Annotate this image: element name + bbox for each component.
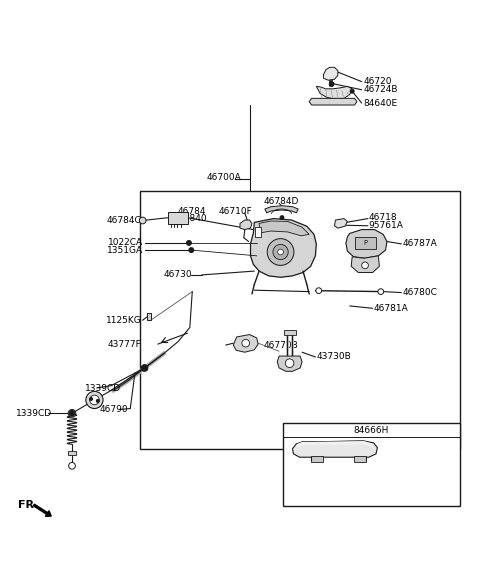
Bar bbox=[68, 450, 76, 455]
Polygon shape bbox=[335, 219, 348, 228]
Text: 43730B: 43730B bbox=[316, 352, 351, 362]
Circle shape bbox=[316, 288, 322, 293]
Circle shape bbox=[90, 397, 93, 400]
Text: 46710F: 46710F bbox=[218, 208, 252, 216]
Polygon shape bbox=[316, 86, 352, 99]
Bar bbox=[283, 423, 459, 506]
Circle shape bbox=[69, 462, 75, 469]
Circle shape bbox=[362, 262, 368, 269]
Bar bbox=[311, 456, 323, 462]
Text: 84640E: 84640E bbox=[363, 99, 397, 108]
Circle shape bbox=[378, 289, 384, 295]
Polygon shape bbox=[296, 441, 373, 447]
Circle shape bbox=[96, 399, 99, 402]
Text: 46770B: 46770B bbox=[264, 340, 299, 349]
Bar bbox=[354, 456, 365, 462]
Text: 1339CD: 1339CD bbox=[16, 409, 52, 418]
Polygon shape bbox=[240, 220, 252, 229]
Bar bbox=[168, 212, 188, 224]
Text: 46784: 46784 bbox=[178, 208, 206, 216]
Circle shape bbox=[141, 365, 148, 371]
Polygon shape bbox=[233, 335, 258, 352]
Text: 95840: 95840 bbox=[178, 214, 206, 223]
Text: 46790: 46790 bbox=[99, 405, 128, 414]
Circle shape bbox=[189, 248, 194, 252]
Text: 46730: 46730 bbox=[164, 270, 192, 279]
Circle shape bbox=[330, 82, 334, 86]
Circle shape bbox=[278, 249, 283, 255]
Text: 46720: 46720 bbox=[363, 77, 392, 86]
Circle shape bbox=[69, 410, 75, 416]
Polygon shape bbox=[309, 98, 357, 105]
Circle shape bbox=[68, 409, 76, 417]
Text: 46718: 46718 bbox=[369, 213, 397, 222]
Circle shape bbox=[90, 395, 99, 405]
Text: 46781A: 46781A bbox=[373, 304, 408, 313]
Bar bbox=[355, 237, 376, 249]
Circle shape bbox=[273, 245, 288, 260]
Circle shape bbox=[187, 240, 192, 245]
Bar bbox=[140, 192, 459, 449]
Polygon shape bbox=[351, 256, 379, 272]
Text: 46700A: 46700A bbox=[206, 173, 241, 182]
Polygon shape bbox=[346, 229, 387, 258]
Circle shape bbox=[350, 89, 354, 93]
Polygon shape bbox=[292, 441, 377, 457]
Circle shape bbox=[280, 216, 284, 219]
Bar bbox=[147, 313, 151, 320]
Circle shape bbox=[86, 392, 103, 409]
Text: 46724B: 46724B bbox=[363, 85, 397, 94]
Text: 43777F: 43777F bbox=[108, 340, 141, 349]
Text: 46780C: 46780C bbox=[402, 288, 437, 297]
Text: 1351GA: 1351GA bbox=[107, 246, 143, 255]
Circle shape bbox=[142, 365, 147, 371]
Bar bbox=[284, 330, 296, 335]
Text: 1022CA: 1022CA bbox=[108, 239, 143, 248]
Polygon shape bbox=[324, 67, 338, 80]
FancyArrow shape bbox=[33, 504, 51, 516]
Circle shape bbox=[267, 239, 294, 265]
Polygon shape bbox=[277, 356, 302, 371]
Polygon shape bbox=[259, 221, 309, 236]
Text: 84666H: 84666H bbox=[354, 426, 389, 435]
Text: 46784D: 46784D bbox=[264, 198, 299, 206]
Text: 95761A: 95761A bbox=[369, 221, 404, 230]
Circle shape bbox=[139, 217, 146, 224]
Text: 46784C: 46784C bbox=[107, 216, 141, 225]
Bar bbox=[255, 227, 261, 237]
Text: 1339CD: 1339CD bbox=[85, 383, 121, 393]
Text: P: P bbox=[363, 240, 367, 246]
Text: FR.: FR. bbox=[18, 500, 38, 510]
Polygon shape bbox=[251, 219, 316, 278]
Text: 1125KG: 1125KG bbox=[106, 316, 141, 325]
Circle shape bbox=[285, 359, 294, 368]
Polygon shape bbox=[265, 206, 298, 213]
Circle shape bbox=[242, 339, 250, 347]
Text: 46787A: 46787A bbox=[402, 239, 437, 248]
Circle shape bbox=[329, 82, 334, 86]
